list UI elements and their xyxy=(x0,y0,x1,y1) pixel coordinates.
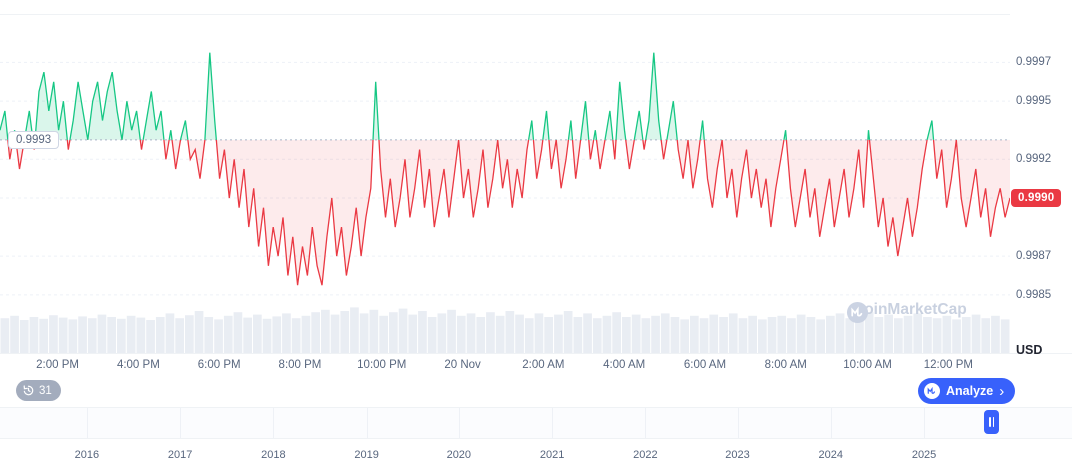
timeline-year-label[interactable]: 2022 xyxy=(633,449,658,461)
timeline-year-tick xyxy=(273,408,275,438)
x-axis-label: 12:00 PM xyxy=(923,359,973,371)
timeline-year-tick xyxy=(366,408,368,438)
handle-grip-icon xyxy=(992,417,994,427)
timeline-year-tick xyxy=(552,408,554,438)
baseline-price-tag: 0.9993 xyxy=(8,130,60,149)
currency-unit-label: USD xyxy=(1016,343,1043,357)
timeline-year-tick xyxy=(645,408,647,438)
x-axis-label: 2:00 AM xyxy=(522,359,565,371)
timeline-year-label[interactable]: 2018 xyxy=(261,449,286,461)
coinmarketcap-watermark: CoinMarketCap xyxy=(846,301,967,324)
analyze-button[interactable]: Analyze › xyxy=(918,378,1016,404)
x-axis-label: 10:00 PM xyxy=(357,359,407,371)
x-axis: 2:00 PM 4:00 PM 6:00 PM 8:00 PM 10:00 PM 20 N… xyxy=(0,359,1010,375)
timeline-year-label[interactable]: 2019 xyxy=(354,449,379,461)
y-axis-label: 0.9997 xyxy=(1016,56,1052,69)
timeline-year-tick xyxy=(180,408,182,438)
x-axis-label: 20 Nov xyxy=(444,359,481,371)
price-chart-svg xyxy=(0,52,1010,353)
y-axis-label: 0.9987 xyxy=(1016,250,1052,263)
timeline-year-tick xyxy=(924,408,926,438)
timeline-year-label[interactable]: 2020 xyxy=(446,449,472,461)
handle-grip-icon xyxy=(989,417,991,427)
slider-right-handle[interactable] xyxy=(984,410,999,434)
x-axis-label: 8:00 PM xyxy=(278,359,322,371)
y-axis-label: 0.9985 xyxy=(1016,288,1052,301)
timeline-years: 2016 2017 2018 2019 2020 2021 2022 2023 2024 2025 xyxy=(0,449,1072,465)
x-axis-label: 6:00 AM xyxy=(683,359,727,371)
history-count: 31 xyxy=(39,384,52,397)
chart-top-border xyxy=(0,14,1010,15)
chart-plot-area[interactable]: CoinMarketCap xyxy=(0,14,1010,353)
timeline-year-label[interactable]: 2024 xyxy=(818,449,844,461)
coinmarketcap-mini-logo-icon xyxy=(924,383,940,399)
chart-bottom-border xyxy=(0,353,1072,354)
timeline-year-tick xyxy=(830,408,832,438)
x-axis-label: 8:00 AM xyxy=(764,359,807,371)
analyze-label: Analyze xyxy=(946,384,994,398)
y-axis-label: 0.9992 xyxy=(1016,153,1052,166)
current-price-badge: 0.9990 xyxy=(1011,189,1062,208)
timeline-year-label[interactable]: 2023 xyxy=(725,449,750,461)
x-axis-label: 10:00 AM xyxy=(843,359,892,371)
timeline-year-label[interactable]: 2016 xyxy=(74,449,100,461)
history-clock-icon xyxy=(22,384,35,397)
timeline-year-label[interactable]: 2017 xyxy=(167,449,193,461)
x-axis-label: 6:00 PM xyxy=(197,359,241,371)
timeline-year-tick xyxy=(86,408,88,438)
x-axis-label: 2:00 PM xyxy=(36,359,79,371)
timeline-year-tick xyxy=(458,408,460,438)
timeline-year-label[interactable]: 2025 xyxy=(911,449,937,461)
chevron-right-icon: › xyxy=(999,382,1005,400)
timeline-year-tick xyxy=(737,408,739,438)
history-count-pill[interactable]: 31 xyxy=(16,380,61,401)
x-axis-label: 4:00 PM xyxy=(116,359,160,371)
y-axis-label: 0.9995 xyxy=(1016,95,1052,108)
timeline-range-slider[interactable] xyxy=(0,407,1072,439)
watermark-label: CoinMarketCap xyxy=(853,301,967,318)
x-axis-label: 4:00 AM xyxy=(603,359,646,371)
timeline-year-label[interactable]: 2021 xyxy=(539,449,565,461)
